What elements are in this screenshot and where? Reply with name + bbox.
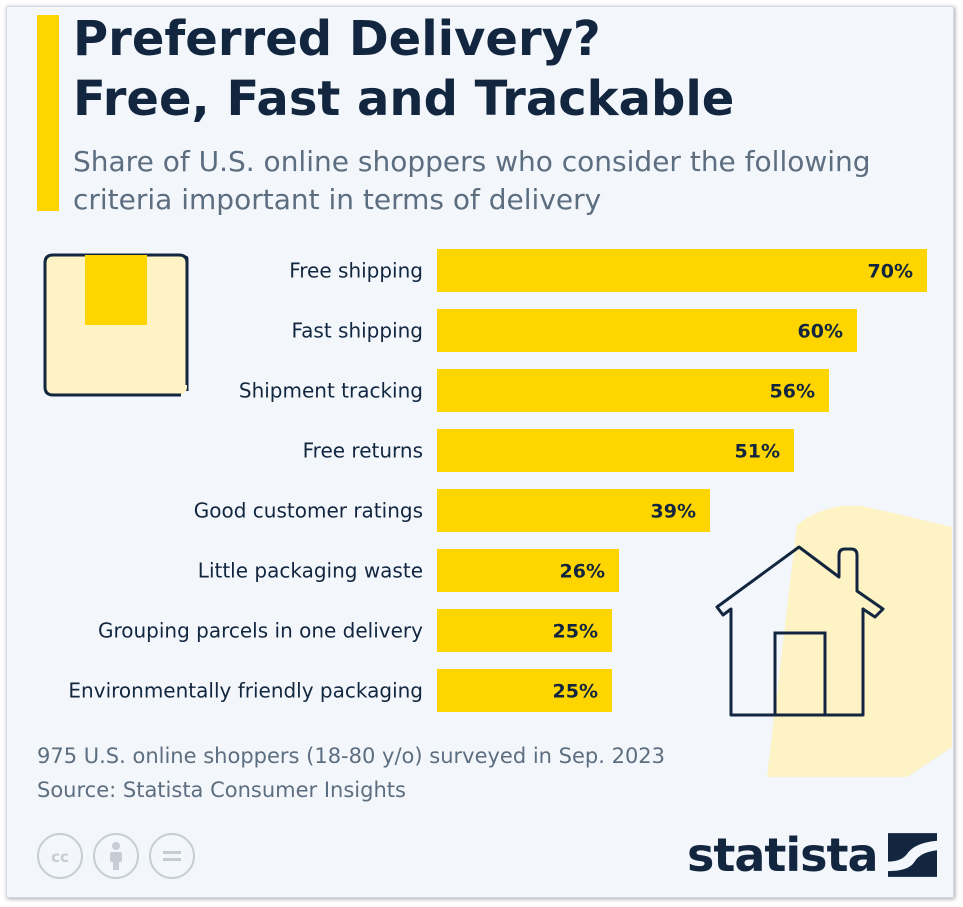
category-label: Fast shipping bbox=[291, 319, 423, 343]
cc-icon[interactable]: cc bbox=[37, 833, 83, 879]
category-label: Environmentally friendly packaging bbox=[68, 679, 423, 703]
footnote: 975 U.S. online shoppers (18-80 y/o) sur… bbox=[37, 739, 937, 807]
subtitle-line-2: criteria important in terms of delivery bbox=[73, 183, 602, 216]
value-label: 26% bbox=[560, 561, 605, 583]
bar[interactable] bbox=[437, 549, 619, 592]
category-label: Free returns bbox=[303, 439, 423, 463]
category-label: Grouping parcels in one delivery bbox=[98, 619, 423, 643]
title-accent-bar bbox=[37, 15, 59, 211]
license-icons: cc bbox=[37, 833, 195, 881]
no-derivatives-icon[interactable] bbox=[149, 833, 195, 879]
category-label: Good customer ratings bbox=[194, 499, 423, 523]
bar[interactable] bbox=[437, 369, 829, 412]
attribution-icon[interactable] bbox=[93, 833, 139, 879]
category-label: Little packaging waste bbox=[198, 559, 423, 583]
title-line-2: Free, Fast and Trackable bbox=[73, 71, 735, 127]
value-label: 51% bbox=[735, 441, 780, 463]
value-label: 60% bbox=[798, 321, 843, 343]
value-label: 25% bbox=[553, 621, 598, 643]
value-label: 39% bbox=[651, 501, 696, 523]
bar-chart: Free shipping 70% Fast shipping 60% Shipment… bbox=[68, 249, 927, 712]
svg-text:cc: cc bbox=[51, 848, 69, 866]
subtitle-line-1: Share of U.S. online shoppers who consid… bbox=[73, 145, 871, 178]
chart-title: Preferred Delivery? Free, Fast and Track… bbox=[73, 9, 943, 129]
value-label: 56% bbox=[770, 381, 815, 403]
bar[interactable] bbox=[437, 249, 927, 292]
package-box-icon bbox=[43, 253, 189, 397]
infographic-card: Preferred Delivery? Free, Fast and Track… bbox=[6, 6, 954, 898]
value-label: 25% bbox=[553, 681, 598, 703]
statista-logo[interactable]: statista bbox=[687, 825, 937, 885]
bar[interactable] bbox=[437, 489, 710, 532]
decoration-layer bbox=[43, 253, 952, 777]
source-note: Source: Statista Consumer Insights bbox=[37, 778, 406, 802]
bar[interactable] bbox=[437, 669, 612, 712]
bar[interactable] bbox=[437, 429, 794, 472]
house-icon bbox=[715, 505, 952, 777]
chart-subtitle: Share of U.S. online shoppers who consid… bbox=[73, 143, 933, 219]
title-line-1: Preferred Delivery? bbox=[73, 11, 601, 67]
survey-note: 975 U.S. online shoppers (18-80 y/o) sur… bbox=[37, 744, 666, 768]
category-label: Shipment tracking bbox=[239, 379, 423, 403]
logo-text: statista bbox=[687, 828, 879, 882]
value-label: 70% bbox=[868, 261, 913, 283]
statista-logo-icon bbox=[887, 833, 937, 877]
category-label: Free shipping bbox=[289, 259, 423, 283]
bar[interactable] bbox=[437, 609, 612, 652]
bar[interactable] bbox=[437, 309, 857, 352]
